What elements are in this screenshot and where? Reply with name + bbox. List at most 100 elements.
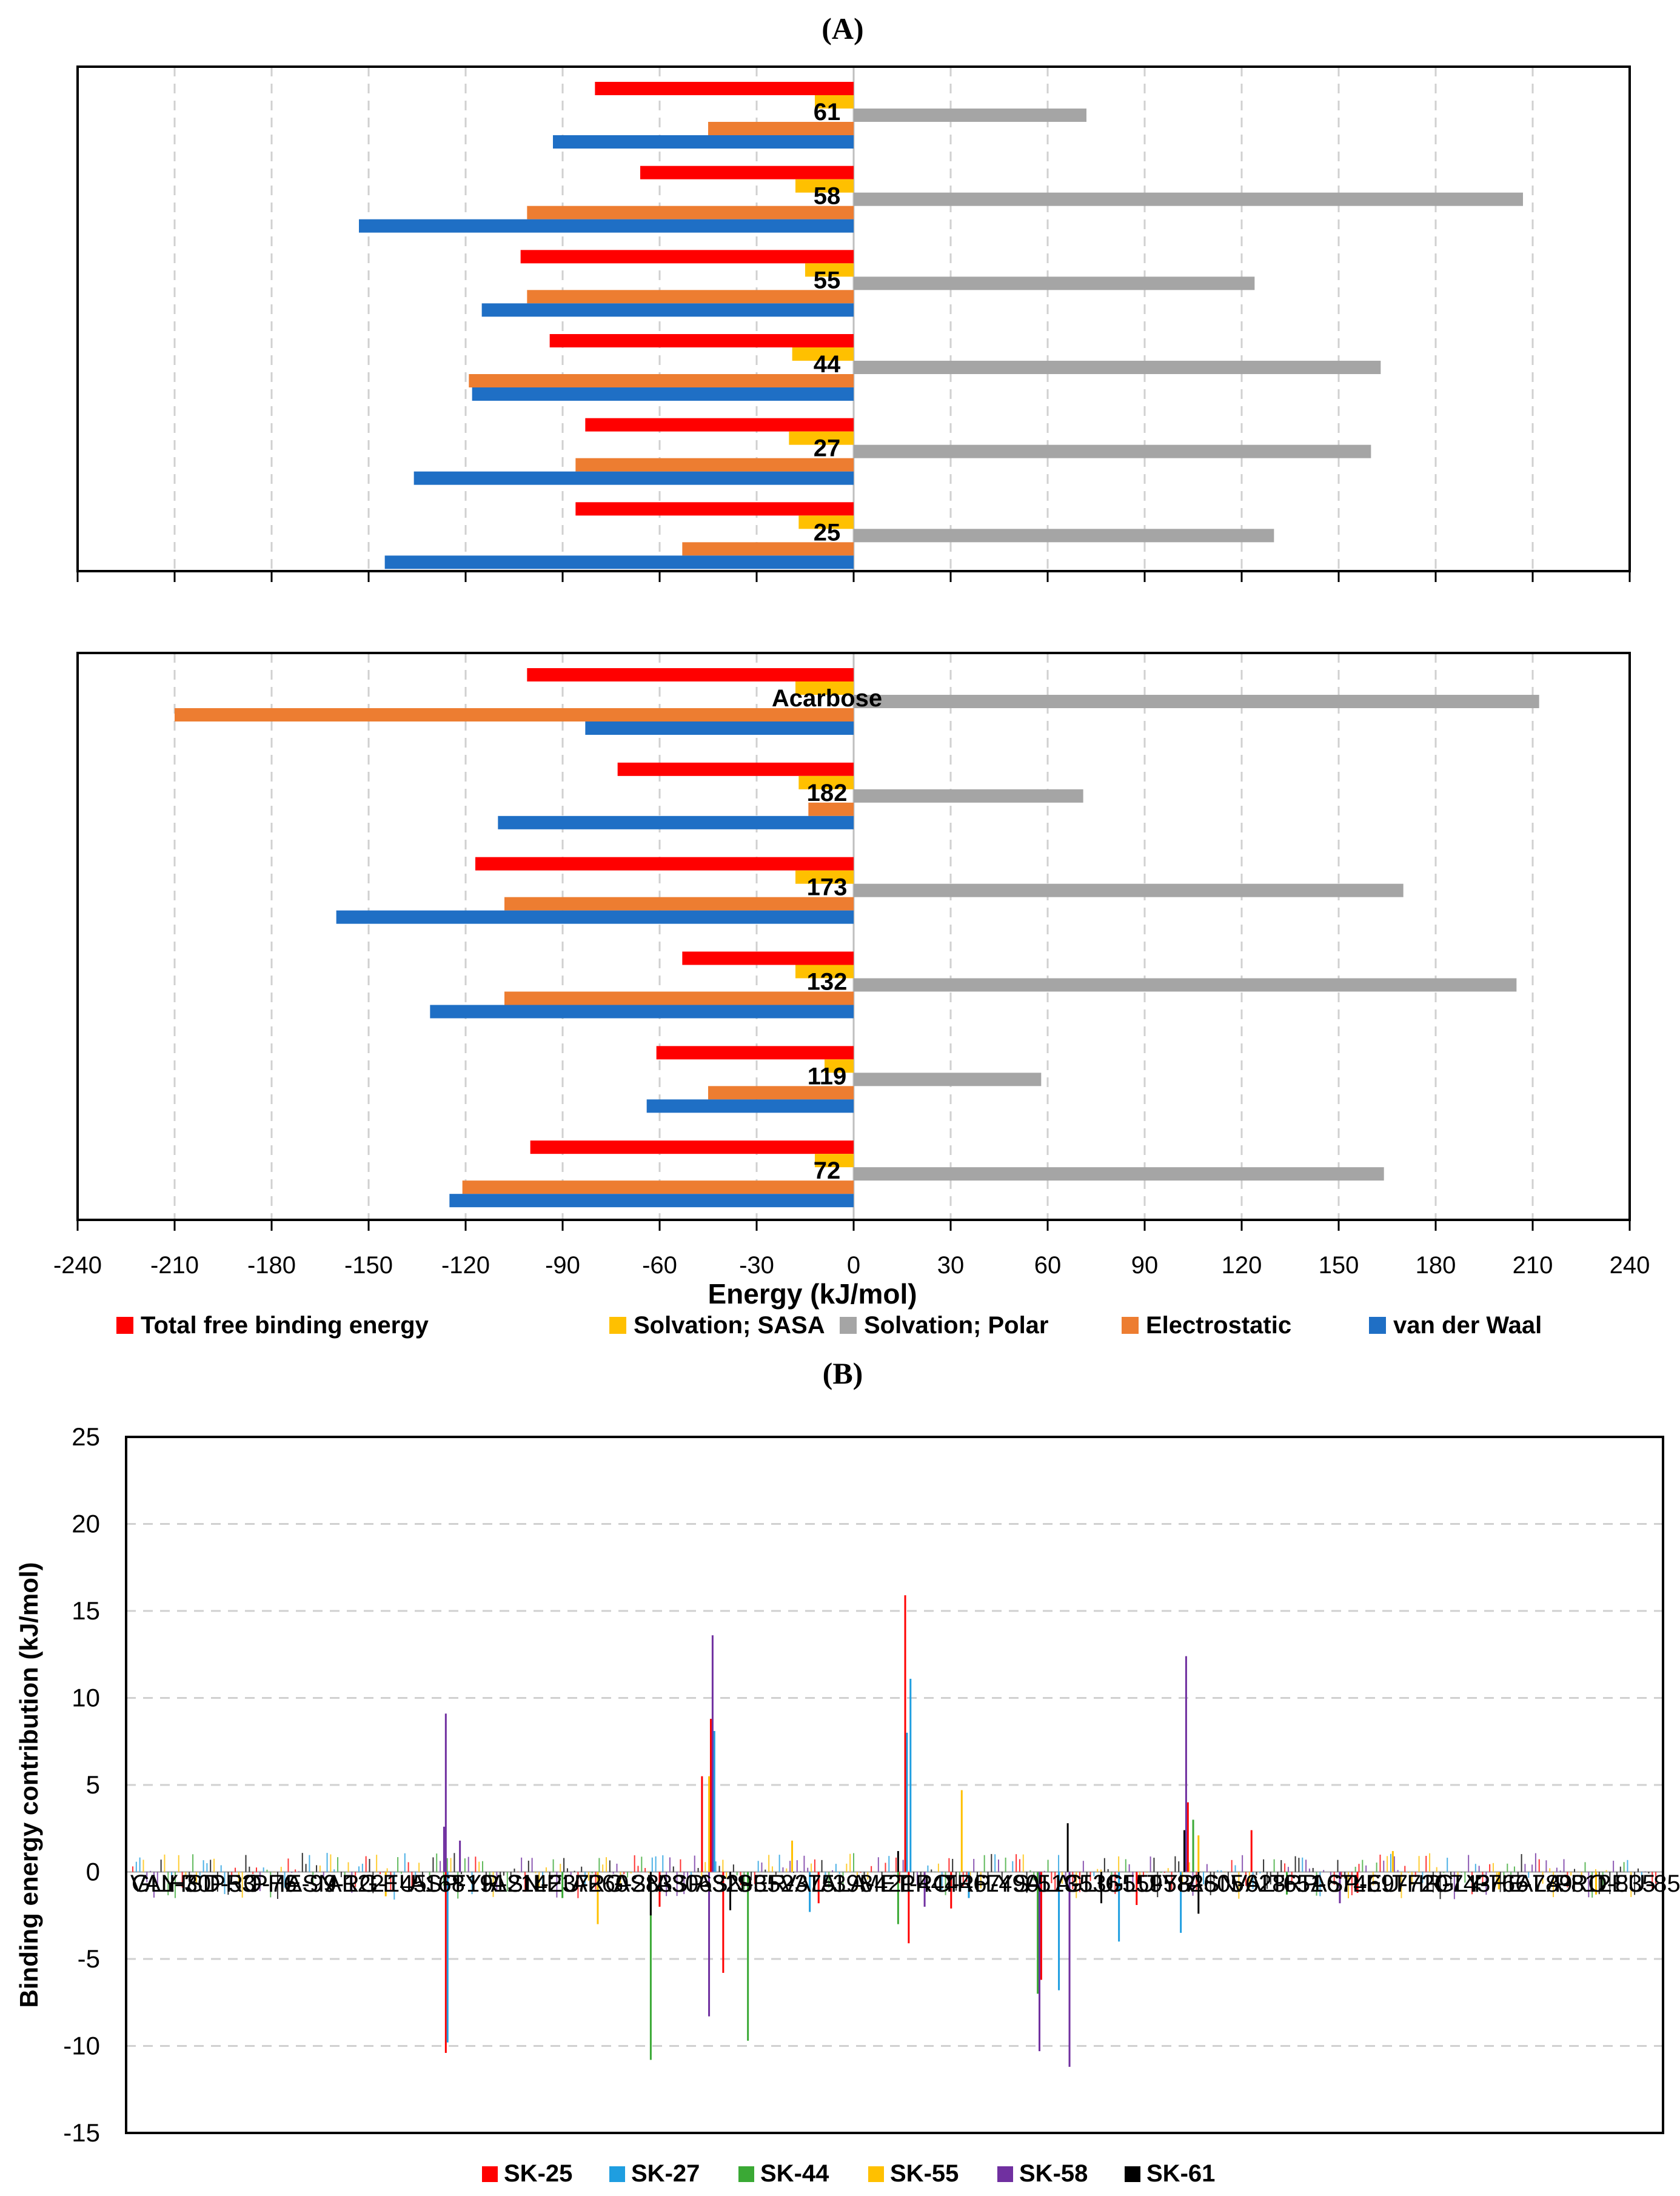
residue-bar-minor: [867, 1872, 869, 1880]
residue-bar-minor: [1513, 1866, 1515, 1872]
residue-bar-minor: [606, 1857, 607, 1872]
residue-bar-minor: [973, 1859, 975, 1872]
residue-bar-minor: [1358, 1864, 1360, 1872]
residue-bar-minor: [153, 1872, 155, 1898]
residue-bar-minor: [1093, 1872, 1095, 1876]
residue-bar-minor: [1100, 1869, 1102, 1872]
residue-bar-minor: [1464, 1872, 1466, 1883]
residue-bar-minor: [1146, 1872, 1148, 1873]
residue-bar-minor: [1379, 1854, 1381, 1872]
residue-bar-minor: [171, 1872, 173, 1881]
residue-bar-minor: [1574, 1869, 1576, 1872]
residue-bar-minor: [1503, 1872, 1505, 1885]
residue-bar-minor: [1182, 1872, 1183, 1882]
residue-bar-minor: [1330, 1872, 1331, 1877]
residue-bar-minor: [994, 1854, 996, 1872]
residue-bar-minor: [276, 1872, 278, 1899]
bar-solvation-polar-acarbose: [854, 695, 1539, 708]
residue-label: ASP-191: [409, 1870, 506, 1897]
residue-bar-minor: [309, 1855, 310, 1872]
residue-label: ALA-536: [1025, 1870, 1120, 1897]
residue-bar-minor: [372, 1872, 374, 1893]
residue-bar-minor: [1429, 1853, 1431, 1872]
residue-bar-minor: [1627, 1860, 1628, 1872]
residue-bar-minor: [1401, 1872, 1402, 1898]
residue-bar-minor: [800, 1871, 802, 1872]
residue-bar-minor: [418, 1863, 420, 1872]
residue-bar-minor: [1061, 1872, 1063, 1884]
residue-bar-minor: [1545, 1860, 1547, 1872]
bar-solvation-sasa-173: [795, 870, 854, 884]
x-tick-label: 180: [1416, 1252, 1456, 1279]
residue-bar-minor: [1489, 1864, 1491, 1872]
residue-bar-minor: [1139, 1872, 1141, 1883]
residue-bar-minor: [913, 1872, 915, 1882]
residue-bar-minor: [284, 1872, 286, 1888]
residue-bar-sk-61: [1197, 1872, 1200, 1914]
residue-bar-minor: [754, 1872, 755, 1884]
residue-label: ARG-283: [571, 1870, 672, 1897]
residue-bar-minor: [1351, 1872, 1353, 1895]
y-tick-label: -5: [78, 1944, 100, 1973]
residue-bar-minor: [1273, 1859, 1275, 1872]
residue-bar-minor: [584, 1872, 586, 1886]
residue-bar-minor: [1393, 1856, 1395, 1872]
residue-bar-minor: [287, 1858, 289, 1872]
residue-bar-minor: [1065, 1872, 1066, 1884]
residue-label: TRP-490: [942, 1870, 1039, 1897]
bar-van-der-waal-61: [553, 135, 854, 149]
residue-bar-minor: [1287, 1867, 1289, 1872]
legend-label-sk-58: SK-58: [1019, 2160, 1088, 2187]
bar-solvation-sasa-72: [815, 1154, 854, 1168]
residue-label: TYR-214: [450, 1870, 547, 1897]
residue-bar-sk-58: [459, 1840, 461, 1872]
legend-label-sk-55: SK-55: [890, 2160, 959, 2187]
residue-bar-minor: [266, 1869, 268, 1872]
residue-bar-minor: [361, 1863, 363, 1872]
y-tick-label: 5: [86, 1770, 100, 1799]
residue-bar-minor: [796, 1860, 798, 1872]
residue-bar-minor: [1238, 1872, 1240, 1899]
residue-bar-minor: [333, 1869, 335, 1872]
residue-bar-minor: [832, 1870, 834, 1872]
residue-bar-minor: [1542, 1872, 1544, 1884]
residue-bar-minor: [1553, 1872, 1555, 1898]
bar-van-der-waal-182: [498, 815, 854, 829]
residue-bar-minor: [1163, 1872, 1165, 1873]
residue-bar-minor: [500, 1872, 501, 1881]
residue-bar-minor: [440, 1861, 441, 1872]
legend-label-solvation-polar: Solvation; Polar: [864, 1312, 1049, 1339]
residue-bar-minor: [782, 1867, 784, 1872]
residue-bar-minor: [885, 1863, 886, 1872]
residue-bar-minor: [991, 1853, 992, 1872]
residue-bar-minor: [598, 1858, 600, 1872]
panel-a-legend: Total free binding energy Solvation; SASA…: [116, 1312, 1542, 1339]
residue-bar-sk-61: [729, 1872, 732, 1910]
residue-bar-minor: [1005, 1857, 1006, 1872]
residue-bar-sk-25: [722, 1872, 725, 1973]
residue-bar-minor: [432, 1857, 434, 1872]
residue-label: VAL-651: [1231, 1870, 1324, 1897]
residue-bar-sk-55: [597, 1872, 599, 1924]
residue-bar-minor: [1344, 1872, 1346, 1879]
panel-a-x-tick-labels: -240 -210 -180 -150 -120 -90 -60 -30 0 30 60 90 120 1…: [53, 1252, 1650, 1279]
residue-bar-minor: [704, 1862, 706, 1872]
residue-bar-minor: [1337, 1860, 1339, 1872]
residue-bar-minor: [811, 1863, 812, 1872]
bar-electrostatic-58: [527, 206, 854, 219]
residue-label: PRO-467: [899, 1870, 1000, 1897]
residue-bar-minor: [1270, 1872, 1271, 1885]
residue-bar-minor: [1231, 1860, 1233, 1872]
residue-bar-minor: [323, 1872, 324, 1878]
residue-bar-minor: [1089, 1872, 1091, 1881]
residue-bar-minor: [662, 1855, 664, 1872]
residue-bar-minor: [966, 1872, 968, 1883]
residue-label: HSD-53: [169, 1870, 255, 1897]
residue-bar-minor: [676, 1872, 678, 1896]
residue-bar-minor: [1234, 1865, 1236, 1872]
x-tick-label: 0: [847, 1252, 860, 1279]
y-tick-label: 20: [72, 1510, 100, 1538]
residue-bar-minor: [150, 1870, 152, 1872]
